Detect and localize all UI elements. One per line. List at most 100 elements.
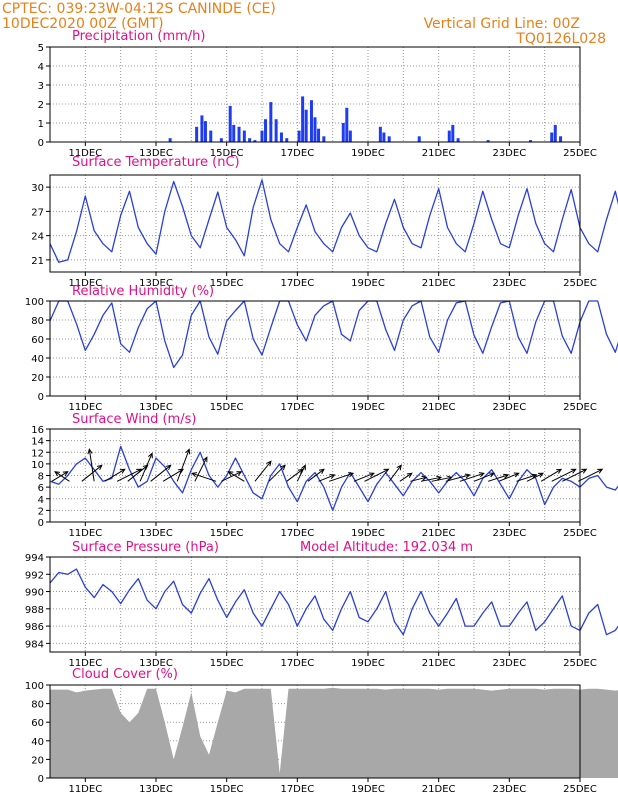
- cloud-frame: [49, 684, 581, 779]
- rh-y-ticks: 0 20 40 60 80 100: [25, 297, 50, 403]
- wind-arrow-head: [383, 468, 390, 474]
- rh-xtick-label: 11DEC: [68, 402, 102, 413]
- wind-xtick-label: 25DEC: [563, 528, 597, 539]
- header-grid-note: Vertical Grid Line: 00Z: [424, 16, 580, 32]
- temp-x-ticks: 11DEC 13DEC 15DEC 17DEC 19DEC 21DEC 23DEC 25DEC: [68, 272, 597, 289]
- wind-ytick-label: 14: [31, 437, 44, 448]
- precip-ytick-label: 3: [38, 81, 44, 92]
- wind-arrow-shaft: [318, 474, 335, 482]
- precip-bars: [168, 96, 563, 142]
- precip-bar: [200, 115, 204, 142]
- pressure-ytick-label: 994: [25, 553, 44, 564]
- temp-xtick-label: 19DEC: [351, 278, 385, 289]
- precip-bar: [209, 130, 213, 142]
- wind-ytick-label: 2: [38, 506, 44, 517]
- precip-xtick-label: 17DEC: [280, 148, 314, 159]
- wind-arrow-shaft: [431, 476, 452, 482]
- cloud-xtick-label: 17DEC: [280, 784, 314, 795]
- wind-ytick-label: 12: [31, 448, 44, 459]
- cloud-ytick-label: 80: [31, 700, 44, 711]
- precip-bar: [550, 132, 554, 142]
- wind-arrow-shaft: [116, 468, 142, 482]
- wind-arrow-head: [531, 473, 538, 479]
- wind-arrow-shaft: [578, 468, 603, 482]
- wind-arrow-head: [570, 468, 577, 474]
- temp-y-ticks: 21 24 27 30: [31, 183, 50, 267]
- precip-bar: [269, 102, 273, 142]
- wind-ytick-label: 10: [31, 460, 44, 471]
- wind-arrow-head: [301, 464, 306, 471]
- cloud-xtick-label: 25DEC: [563, 784, 597, 795]
- wind-arrow-shaft: [286, 468, 304, 482]
- precip-bar: [232, 124, 236, 142]
- wind-arrow-head: [178, 468, 185, 474]
- cloud-ytick-label: 60: [31, 718, 44, 729]
- pressure-y-ticks: 984 986 988 990 992 994: [25, 553, 50, 650]
- wind-direction-arrows: [51, 448, 604, 482]
- wind-arrow-head: [537, 472, 545, 478]
- pressure-ytick-label: 990: [25, 588, 44, 599]
- wind-arrow-head: [513, 472, 520, 478]
- precip-xtick-label: 23DEC: [492, 148, 526, 159]
- model-altitude: Model Altitude: 192.034 m: [300, 540, 473, 555]
- wind-arrow-head: [503, 473, 510, 479]
- temp-xtick-label: 23DEC: [492, 278, 526, 289]
- cloud-xtick-label: 15DEC: [210, 784, 244, 795]
- pressure-xtick-label: 25DEC: [563, 658, 597, 669]
- wind-xtick-label: 21DEC: [422, 528, 456, 539]
- wind-arrow-shaft: [459, 472, 485, 482]
- wind-arrow-shaft: [127, 464, 149, 482]
- rh-panel: 0 20 40 60 80 100 11DEC 13DEC 15DEC 17DEC 19DEC 21…: [25, 284, 618, 413]
- precip-bar: [219, 138, 223, 142]
- precip-gridlines: [50, 47, 580, 142]
- cloud-panel: 0 20 40 60 80 100 11DEC 13DEC 15DEC 17DEC 19DEC 21…: [25, 667, 618, 795]
- precip-bar: [203, 121, 207, 142]
- pressure-xtick-label: 21DEC: [422, 658, 456, 669]
- cloud-ytick-label: 20: [31, 755, 44, 766]
- rh-x-ticks: 11DEC 13DEC 15DEC 17DEC 19DEC 21DEC 23DEC 25DEC: [68, 396, 597, 413]
- wind-arrow-shaft: [51, 471, 69, 482]
- temp-xtick-label: 13DEC: [139, 278, 173, 289]
- rh-xtick-label: 17DEC: [280, 402, 314, 413]
- rh-xtick-label: 19DEC: [351, 402, 385, 413]
- wind-arrow-head: [96, 464, 103, 471]
- wind-arrow-shaft: [328, 472, 354, 482]
- wind-arrow-head: [62, 471, 69, 477]
- wind-xtick-label: 15DEC: [210, 528, 244, 539]
- precip-bar: [253, 140, 257, 142]
- wind-arrow-head: [597, 468, 604, 474]
- cloud-ytick-label: 100: [25, 681, 44, 692]
- temp-frame: [49, 174, 581, 273]
- temp-xtick-label: 15DEC: [210, 278, 244, 289]
- temp-panel: 21 24 27 30 11DEC 13DEC 15DEC 17DEC 19DEC 21DEC 2…: [31, 155, 618, 289]
- wind-arrow-head: [329, 474, 336, 479]
- cloud-ytick-label: 40: [31, 737, 44, 748]
- wind-arrow-shaft: [410, 476, 427, 482]
- pressure-ytick-label: 992: [25, 570, 44, 581]
- wind-arrow-shaft: [191, 472, 217, 482]
- wind-arrow-head: [478, 472, 485, 478]
- precip-bar: [345, 107, 349, 142]
- wind-arrow-shaft: [540, 468, 562, 482]
- rh-frame: [49, 300, 581, 397]
- pressure-xtick-label: 23DEC: [492, 658, 526, 669]
- wind-xtick-label: 23DEC: [492, 528, 526, 539]
- precip-bar: [168, 138, 172, 142]
- temp-series: [49, 179, 618, 263]
- wind-series: [49, 445, 618, 512]
- rh-ytick-label: 60: [31, 335, 44, 346]
- precip-bar: [304, 109, 308, 142]
- wind-arrow-head: [556, 468, 563, 474]
- wind-arrow-shaft: [388, 465, 402, 482]
- precip-bar: [195, 126, 199, 142]
- precip-bar: [313, 117, 317, 142]
- precip-bar: [451, 124, 455, 142]
- precip-bar: [486, 140, 490, 142]
- wind-arrow-head: [280, 464, 286, 471]
- wind-title: Surface Wind (m/s): [72, 412, 196, 427]
- temp-xtick-label: 21DEC: [422, 278, 456, 289]
- wind-ytick-label: 6: [38, 483, 44, 494]
- wind-arrow-head: [488, 472, 496, 478]
